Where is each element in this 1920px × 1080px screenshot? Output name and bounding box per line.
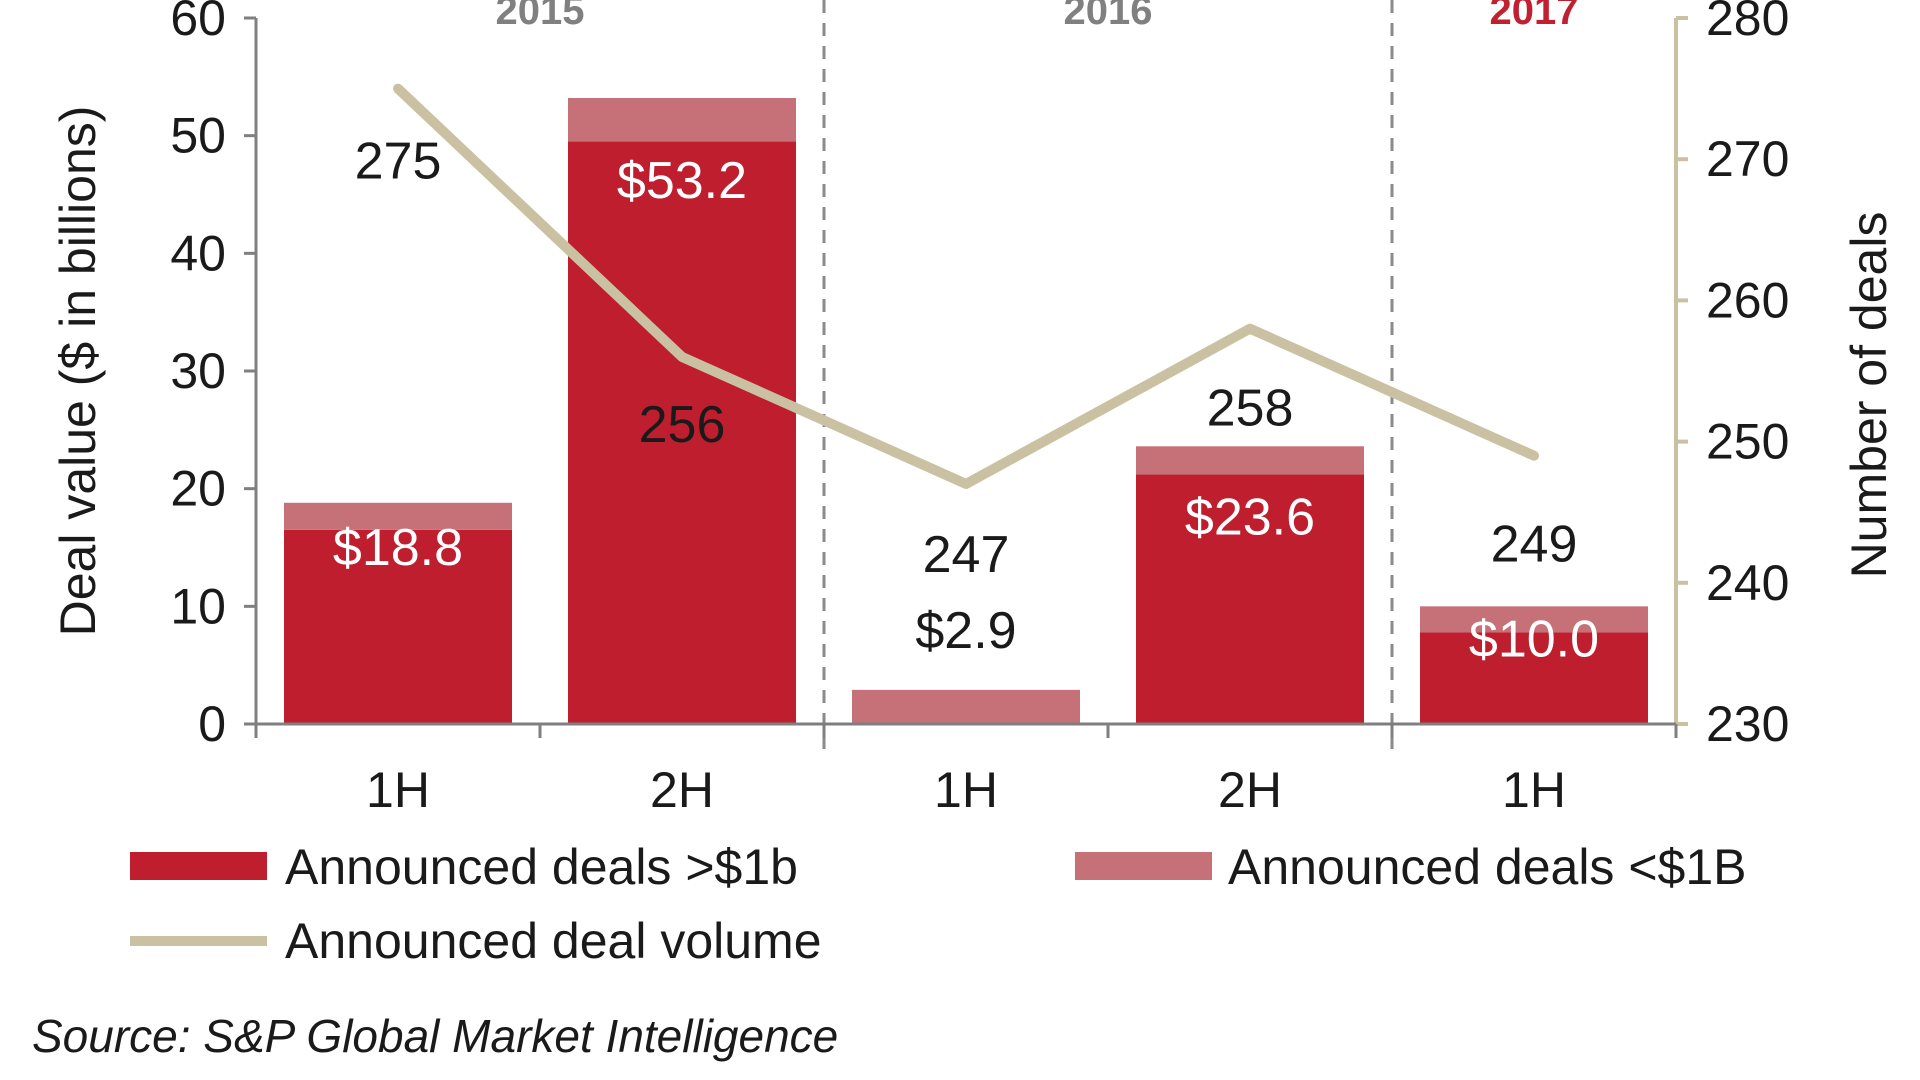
- year-label: 2017: [1490, 0, 1579, 33]
- left-tick-label: 60: [170, 0, 226, 46]
- bar-total-label: $18.8: [333, 519, 463, 577]
- bar-small-deals: [1136, 446, 1364, 475]
- legend: Announced deals >$1b Announced deals <$1…: [130, 839, 1746, 969]
- deal-count-label: 249: [1491, 516, 1578, 574]
- bar-small-deals: [284, 502, 512, 530]
- legend-label-deal-volume: Announced deal volume: [285, 913, 822, 969]
- deal-count-label: 275: [355, 133, 442, 191]
- bar-total-label: $53.2: [617, 152, 747, 210]
- bar-large-deals: [284, 529, 512, 724]
- plot-area: 2015 2016 2017 0 10 20 30 40 50 60 230 240 250 260 270…: [50, 0, 1897, 818]
- bar-small-deals: [852, 689, 1080, 724]
- year-label: 2015: [496, 0, 585, 33]
- left-tick-label: 50: [170, 108, 226, 164]
- bar-large-deals: [1420, 632, 1648, 724]
- legend-label-large-deals: Announced deals >$1b: [285, 839, 798, 895]
- left-axis-title: Deal value ($ in billions): [50, 106, 106, 637]
- x-tick-label: 1H: [934, 762, 998, 818]
- right-tick-label: 250: [1706, 414, 1789, 470]
- deal-volume-line: [393, 83, 1539, 489]
- left-tick-label: 10: [170, 578, 226, 634]
- left-tick-label: 30: [170, 343, 226, 399]
- bar-large-deals: [1136, 474, 1364, 724]
- x-tick-label: 2H: [1218, 762, 1282, 818]
- legend-swatch-small-deals: [1075, 852, 1212, 880]
- year-label: 2016: [1064, 0, 1153, 33]
- x-tick-label: 2H: [650, 762, 714, 818]
- left-tick-label: 40: [170, 225, 226, 281]
- bar-small-deals: [568, 98, 796, 142]
- legend-swatch-large-deals: [130, 852, 267, 880]
- right-tick-label: 270: [1706, 131, 1789, 187]
- legend-label-small-deals: Announced deals <$1B: [1228, 839, 1746, 895]
- bar-total-label: $23.6: [1185, 488, 1315, 546]
- bar-total-label: $10.0: [1469, 610, 1599, 668]
- deal-count-label: 247: [923, 526, 1010, 584]
- right-tick-label: 230: [1706, 696, 1789, 752]
- source-note: Source: S&P Global Market Intelligence: [32, 1010, 838, 1062]
- right-tick-label: 260: [1706, 272, 1789, 328]
- left-tick-label: 0: [198, 696, 226, 752]
- right-tick-label: 240: [1706, 555, 1789, 611]
- deal-count-label: 258: [1207, 380, 1294, 438]
- bar-large-deals: [568, 141, 796, 725]
- left-tick-label: 20: [170, 461, 226, 517]
- right-tick-label: 280: [1706, 0, 1789, 46]
- bar-small-deals: [1420, 606, 1648, 633]
- deal-count-label: 256: [639, 396, 726, 454]
- right-axis-title: Number of deals: [1841, 212, 1897, 579]
- x-tick-label: 1H: [366, 762, 430, 818]
- x-tick-label: 1H: [1502, 762, 1566, 818]
- bar-total-label: $2.9: [915, 602, 1016, 660]
